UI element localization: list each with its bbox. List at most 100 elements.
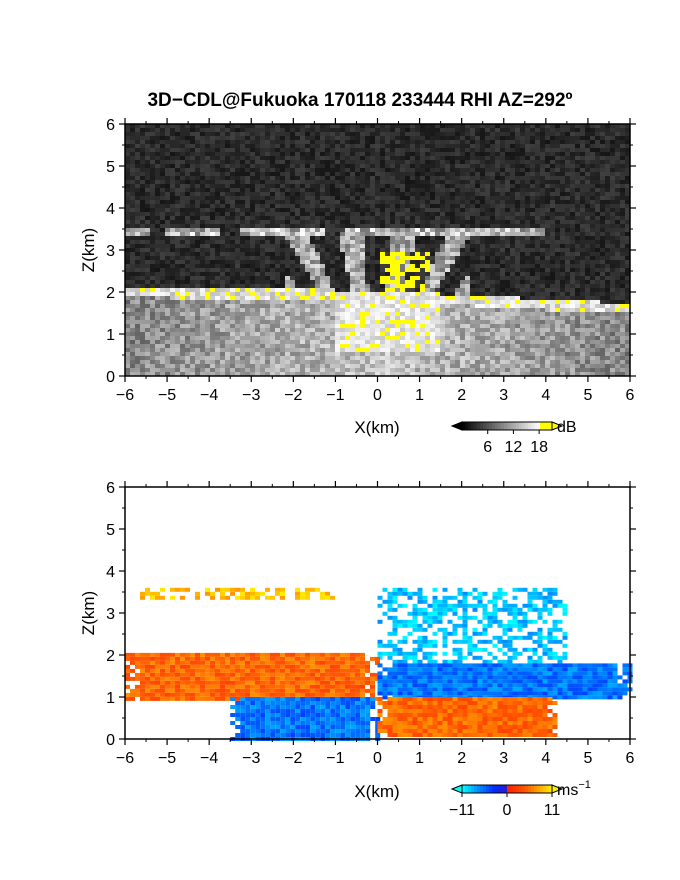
reflectivity-cell xyxy=(130,124,136,129)
reflectivity-cell xyxy=(255,220,261,225)
reflectivity-cell xyxy=(260,288,266,293)
reflectivity-cell xyxy=(540,212,546,217)
reflectivity-cell xyxy=(440,156,446,161)
reflectivity-cell xyxy=(380,140,386,145)
reflectivity-cell xyxy=(585,296,591,301)
reflectivity-cell xyxy=(475,284,481,289)
reflectivity-cell xyxy=(495,236,501,241)
reflectivity-cell xyxy=(445,216,451,221)
reflectivity-cell xyxy=(455,156,461,161)
reflectivity-cell xyxy=(535,288,541,293)
reflectivity-cell xyxy=(185,164,191,169)
reflectivity-cell xyxy=(345,124,351,129)
reflectivity-cell xyxy=(325,248,331,253)
reflectivity-cell xyxy=(275,260,281,265)
reflectivity-cell xyxy=(625,296,631,301)
reflectivity-cell xyxy=(420,268,426,273)
reflectivity-cell xyxy=(290,164,296,169)
reflectivity-cell xyxy=(325,236,331,241)
reflectivity-cell xyxy=(270,216,276,221)
reflectivity-cell xyxy=(600,168,606,173)
reflectivity-cell xyxy=(205,284,211,289)
reflectivity-cell xyxy=(245,208,251,213)
reflectivity-cell xyxy=(130,184,136,189)
reflectivity-cell xyxy=(495,296,501,301)
reflectivity-cell xyxy=(395,184,401,189)
reflectivity-cell xyxy=(490,264,496,269)
reflectivity-cell xyxy=(560,196,566,201)
reflectivity-cell xyxy=(575,264,581,269)
reflectivity-cell xyxy=(555,260,561,265)
reflectivity-cell xyxy=(270,248,276,253)
reflectivity-cell xyxy=(615,272,621,277)
reflectivity-cell xyxy=(265,192,271,197)
reflectivity-cell xyxy=(260,228,266,233)
reflectivity-cell xyxy=(155,132,161,137)
reflectivity-cell xyxy=(505,140,511,145)
reflectivity-cell xyxy=(510,312,516,317)
reflectivity-cell xyxy=(350,224,356,229)
reflectivity-cell xyxy=(125,180,131,185)
reflectivity-cell xyxy=(445,128,451,133)
reflectivity-cell xyxy=(375,316,381,321)
reflectivity-cell xyxy=(170,228,176,233)
reflectivity-cell xyxy=(135,224,141,229)
reflectivity-cell xyxy=(540,184,546,189)
reflectivity-cell xyxy=(395,288,401,293)
reflectivity-cell xyxy=(130,212,136,217)
reflectivity-cell xyxy=(475,280,481,285)
reflectivity-cell xyxy=(280,220,286,225)
reflectivity-cell xyxy=(505,176,511,181)
reflectivity-cell xyxy=(585,180,591,185)
reflectivity-cell xyxy=(495,164,501,169)
reflectivity-cell xyxy=(315,160,321,165)
reflectivity-cell xyxy=(415,308,421,313)
reflectivity-cell xyxy=(510,204,516,209)
reflectivity-cell xyxy=(295,172,301,177)
reflectivity-cell xyxy=(315,216,321,221)
reflectivity-cell xyxy=(450,292,456,297)
reflectivity-cell xyxy=(305,200,311,205)
reflectivity-cell xyxy=(165,272,171,277)
reflectivity-cell xyxy=(325,216,331,221)
reflectivity-cell xyxy=(355,224,361,229)
reflectivity-cell xyxy=(565,232,571,237)
reflectivity-cell xyxy=(570,308,576,313)
reflectivity-cell xyxy=(505,220,511,225)
reflectivity-cell xyxy=(625,264,631,269)
reflectivity-cell xyxy=(130,156,136,161)
reflectivity-cell xyxy=(590,264,596,269)
reflectivity-cell xyxy=(475,160,481,165)
reflectivity-cell xyxy=(355,192,361,197)
reflectivity-cell xyxy=(335,312,341,317)
reflectivity-cell xyxy=(330,212,336,217)
reflectivity-cell xyxy=(350,252,356,257)
reflectivity-cell xyxy=(420,200,426,205)
reflectivity-cell xyxy=(415,276,421,281)
reflectivity-cell xyxy=(570,200,576,205)
reflectivity-cell xyxy=(420,196,426,201)
reflectivity-cell xyxy=(210,292,216,297)
reflectivity-cell xyxy=(305,296,311,301)
reflectivity-cell xyxy=(250,140,256,145)
reflectivity-cell xyxy=(445,200,451,205)
reflectivity-cell xyxy=(535,184,541,189)
reflectivity-cell xyxy=(170,164,176,169)
reflectivity-cell xyxy=(585,292,591,297)
reflectivity-cell xyxy=(305,308,311,313)
reflectivity-cell xyxy=(370,132,376,137)
reflectivity-cell xyxy=(440,188,446,193)
reflectivity-cell xyxy=(385,164,391,169)
reflectivity-cell xyxy=(165,152,171,157)
reflectivity-cell xyxy=(170,296,176,301)
reflectivity-cell xyxy=(505,144,511,149)
reflectivity-cell xyxy=(360,272,366,277)
reflectivity-cell xyxy=(480,212,486,217)
reflectivity-cell xyxy=(530,264,536,269)
reflectivity-cell xyxy=(165,292,171,297)
reflectivity-cell xyxy=(530,224,536,229)
reflectivity-cell xyxy=(560,156,566,161)
reflectivity-cell xyxy=(265,212,271,217)
reflectivity-cell xyxy=(520,268,526,273)
reflectivity-cell xyxy=(375,140,381,145)
